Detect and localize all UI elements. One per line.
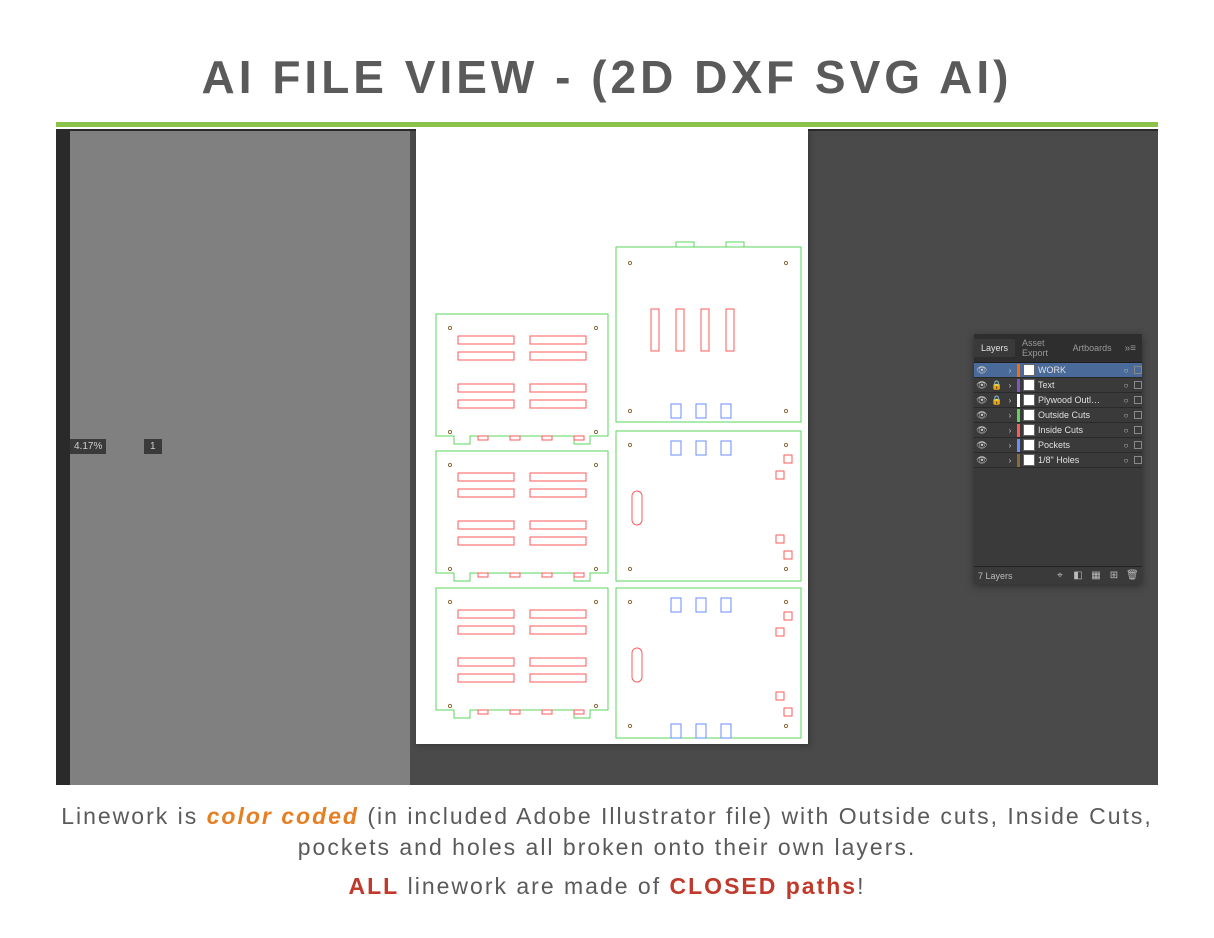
selection-color-box	[1134, 366, 1142, 374]
caption2-red2: CLOSED paths	[670, 873, 858, 899]
target-icon[interactable]: ○	[1121, 441, 1131, 450]
expand-caret-icon[interactable]: ›	[1006, 411, 1014, 420]
illustrator-viewport: 4.17% 1 Layers Asset Export Artboards »≡…	[56, 129, 1158, 785]
expand-caret-icon[interactable]: ›	[1006, 381, 1014, 390]
layer-row[interactable]: 👁 › Pockets○	[974, 438, 1142, 453]
visibility-icon[interactable]: 👁	[976, 410, 988, 421]
layer-row[interactable]: 👁 › 1/8" Holes○	[974, 453, 1142, 468]
delete-layer-icon[interactable]: 🗑	[1126, 570, 1138, 582]
layer-row[interactable]: 👁🔒› Plywood Outl…○	[974, 393, 1142, 408]
layer-count-label: 7 Layers	[978, 571, 1013, 581]
layer-row[interactable]: 👁 › WORK○	[974, 363, 1142, 378]
target-icon[interactable]: ○	[1121, 396, 1131, 405]
layer-row[interactable]: 👁 › Outside Cuts○	[974, 408, 1142, 423]
layers-panel[interactable]: Layers Asset Export Artboards »≡ 👁›WORK○…	[974, 334, 1142, 584]
target-icon[interactable]: ○	[1121, 456, 1131, 465]
clip-mask-icon[interactable]: ◧	[1072, 570, 1084, 582]
layers-empty-area	[974, 468, 1142, 566]
expand-caret-icon[interactable]: ›	[1006, 456, 1014, 465]
selection-color-box	[1134, 426, 1142, 434]
locate-layer-icon[interactable]: ⌖	[1054, 570, 1066, 582]
layer-color-swatch	[1017, 379, 1020, 392]
caption2-end: !	[857, 873, 865, 899]
layer-list: 👁›WORK○👁🔒›Text○👁🔒›Plywood Outl…○👁›Outsid…	[974, 363, 1142, 468]
layer-name-label[interactable]: WORK	[1038, 365, 1118, 375]
tab-layers[interactable]: Layers	[974, 339, 1015, 357]
pasteboard-left: 4.17% 1	[70, 131, 410, 785]
selection-color-box	[1134, 396, 1142, 404]
visibility-icon[interactable]: 👁	[976, 425, 988, 436]
target-icon[interactable]: ○	[1121, 366, 1131, 375]
visibility-icon[interactable]: 👁	[976, 455, 988, 466]
layers-panel-tabs: Layers Asset Export Artboards »≡	[974, 334, 1142, 363]
zoom-level-badge: 4.17%	[70, 439, 106, 454]
layer-thumbnail	[1023, 424, 1035, 436]
artboard[interactable]	[416, 129, 808, 744]
layer-color-swatch	[1017, 439, 1020, 452]
target-icon[interactable]: ○	[1121, 411, 1131, 420]
caption-highlight: color coded	[207, 803, 359, 829]
layer-row[interactable]: 👁🔒› Text○	[974, 378, 1142, 393]
layer-color-swatch	[1017, 394, 1020, 407]
new-layer-icon[interactable]: ⊞	[1108, 570, 1120, 582]
layer-color-swatch	[1017, 364, 1020, 377]
layer-thumbnail	[1023, 379, 1035, 391]
caption2-mid: linework are made of	[399, 873, 669, 899]
caption-line-2: ALL linework are made of CLOSED paths!	[60, 873, 1154, 900]
target-icon[interactable]: ○	[1121, 381, 1131, 390]
selection-color-box	[1134, 381, 1142, 389]
layer-thumbnail	[1023, 454, 1035, 466]
visibility-icon[interactable]: 👁	[976, 440, 988, 451]
layer-thumbnail	[1023, 394, 1035, 406]
panel-collapse-icon[interactable]: »≡	[1119, 343, 1142, 354]
layer-color-swatch	[1017, 409, 1020, 422]
layer-name-label[interactable]: Outside Cuts	[1038, 410, 1118, 420]
caption-line-1: Linework is color coded (in included Ado…	[60, 801, 1154, 863]
expand-caret-icon[interactable]: ›	[1006, 426, 1014, 435]
target-icon[interactable]: ○	[1121, 426, 1131, 435]
selection-color-box	[1134, 411, 1142, 419]
artboard-number-badge: 1	[144, 439, 162, 454]
caption2-red1: ALL	[349, 873, 400, 899]
caption-post: (in included Adobe Illustrator file) wit…	[298, 803, 1153, 860]
layer-row[interactable]: 👁 › Inside Cuts○	[974, 423, 1142, 438]
artwork-linework	[416, 129, 808, 744]
layers-panel-footer: 7 Layers ⌖ ◧ ▦ ⊞ 🗑	[974, 566, 1142, 584]
visibility-icon[interactable]: 👁	[976, 380, 988, 391]
layer-thumbnail	[1023, 409, 1035, 421]
layer-thumbnail	[1023, 439, 1035, 451]
create-sublayer-icon[interactable]: ▦	[1090, 570, 1102, 582]
layer-color-swatch	[1017, 454, 1020, 467]
visibility-icon[interactable]: 👁	[976, 365, 988, 376]
layer-color-swatch	[1017, 424, 1020, 437]
selection-color-box	[1134, 441, 1142, 449]
page-title: AI FILE VIEW - (2D DXF SVG AI)	[0, 0, 1214, 122]
tab-asset-export[interactable]: Asset Export	[1015, 334, 1066, 362]
layer-name-label[interactable]: Plywood Outl…	[1038, 395, 1118, 405]
tab-artboards[interactable]: Artboards	[1066, 339, 1119, 357]
expand-caret-icon[interactable]: ›	[1006, 396, 1014, 405]
header-divider	[56, 122, 1158, 127]
caption-pre: Linework is	[61, 803, 206, 829]
layer-name-label[interactable]: Text	[1038, 380, 1118, 390]
lock-icon[interactable]: 🔒	[991, 395, 1003, 406]
ruler-vertical	[56, 129, 70, 785]
visibility-icon[interactable]: 👁	[976, 395, 988, 406]
expand-caret-icon[interactable]: ›	[1006, 441, 1014, 450]
layer-name-label[interactable]: Pockets	[1038, 440, 1118, 450]
selection-color-box	[1134, 456, 1142, 464]
layer-thumbnail	[1023, 364, 1035, 376]
layer-name-label[interactable]: 1/8" Holes	[1038, 455, 1118, 465]
lock-icon[interactable]: 🔒	[991, 380, 1003, 391]
expand-caret-icon[interactable]: ›	[1006, 366, 1014, 375]
layer-name-label[interactable]: Inside Cuts	[1038, 425, 1118, 435]
